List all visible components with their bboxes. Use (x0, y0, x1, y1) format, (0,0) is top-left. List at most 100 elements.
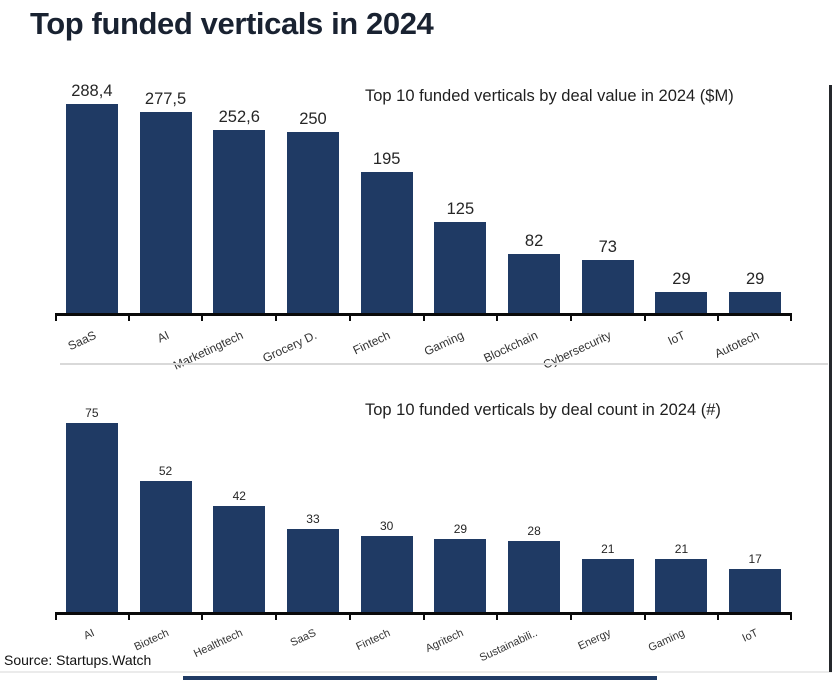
bar-value-label: 277,5 (144, 90, 187, 108)
bar (581, 559, 634, 612)
bar (360, 536, 413, 612)
category-label: Healthtech (191, 627, 245, 661)
vertical-scrollbar[interactable] (829, 85, 832, 672)
category-label: Fintech (350, 328, 393, 358)
bar-value-label: 21 (601, 542, 615, 556)
axis-tick (422, 316, 425, 321)
chart1-category-labels: SaaS AI Marketingtech Grocery D. Fintech Gami… (55, 323, 792, 375)
bar-slot: 29 (424, 522, 498, 612)
bar-slot: 29 (645, 270, 719, 313)
bar (139, 112, 192, 313)
axis-tick (201, 316, 204, 321)
deal-value-chart: 288,4 277,5 252,6 250 195 125 82 73 29 29 SaaS AI M… (55, 75, 792, 375)
bar (213, 130, 266, 313)
bar (508, 254, 561, 313)
bar-value-label: 21 (674, 542, 689, 556)
bar (508, 541, 561, 612)
axis-tick (790, 615, 792, 620)
axis-tick (569, 316, 572, 321)
chart2-x-axis (55, 612, 792, 622)
bar-value-label: 52 (158, 464, 173, 478)
bar-value-label: 29 (746, 270, 765, 288)
category-label: Marketingtech (170, 328, 246, 373)
bar-value-label: 73 (598, 238, 617, 256)
chart1-x-axis (55, 313, 792, 323)
bar-value-label: 250 (299, 110, 327, 128)
bar-value-label: 17 (748, 552, 762, 566)
bar (729, 569, 782, 612)
axis-tick (275, 316, 278, 321)
bar-slot: 42 (202, 489, 276, 612)
bar-slot: 250 (276, 110, 350, 313)
bar-slot: 288,4 (55, 82, 129, 313)
category-label: IoT (740, 627, 761, 645)
bar-slot: 195 (350, 150, 424, 313)
bar-slot: 21 (645, 542, 719, 612)
chart2-category-labels: AI Biotech Healthtech SaaS Fintech Agritech Su… (55, 622, 792, 674)
bar (65, 423, 118, 612)
bar-slot: 73 (571, 238, 645, 313)
bar (729, 292, 782, 313)
chart1-title: Top 10 funded verticals by deal value in… (365, 87, 734, 105)
bar-slot: 21 (571, 542, 645, 612)
bar-value-label: 29 (453, 522, 468, 536)
bar (65, 104, 118, 313)
axis-tick (717, 316, 720, 321)
category-label: AI (155, 328, 172, 346)
category-label: Agritech (423, 627, 466, 655)
category-label: Cybersecurity (541, 328, 614, 372)
bottom-divider (0, 671, 832, 673)
category-label: SaaS (288, 627, 319, 650)
bar (581, 260, 634, 313)
chart2-title: Top 10 funded verticals by deal count in… (365, 401, 721, 419)
bar-value-label: 195 (372, 150, 401, 168)
bar-value-label: 288,4 (71, 82, 113, 100)
bar-slot: 252,6 (202, 108, 276, 313)
bar-value-label: 82 (524, 232, 544, 250)
axis-tick (201, 615, 204, 620)
category-label: Autotech (712, 328, 762, 361)
bar-slot: 28 (497, 524, 571, 612)
bar-value-label: 28 (527, 524, 541, 538)
category-label: Energy (576, 627, 613, 653)
category-label: Fintech (353, 627, 392, 654)
bar-slot: 30 (350, 519, 424, 612)
bar (655, 559, 708, 612)
source-label: Source: Startups.Watch (4, 652, 152, 668)
axis-tick (348, 316, 351, 321)
bar (434, 539, 487, 612)
bar (434, 222, 487, 313)
bar (139, 481, 192, 612)
bar (213, 506, 266, 612)
category-label: Gaming (422, 328, 467, 359)
axis-tick (569, 615, 572, 620)
bar-value-label: 75 (85, 406, 99, 420)
axis-tick (496, 615, 499, 620)
category-label: IoT (665, 328, 688, 349)
axis-tick (127, 615, 130, 620)
axis-tick (275, 615, 278, 620)
bar-slot: 33 (276, 512, 350, 612)
axis-tick (422, 615, 425, 620)
bar (360, 172, 413, 313)
bar (286, 529, 339, 612)
bar-slot: 29 (718, 270, 792, 313)
axis-tick (717, 615, 720, 620)
page-title: Top funded verticals in 2024 (30, 6, 434, 41)
axis-tick (127, 316, 130, 321)
axis-tick (790, 316, 792, 321)
bar-value-label: 30 (379, 519, 394, 533)
axis-tick (643, 615, 646, 620)
horizontal-scrollbar-thumb[interactable] (183, 676, 657, 680)
bar-slot: 125 (424, 200, 498, 313)
bar-value-label: 33 (306, 512, 320, 526)
bar-slot: 52 (129, 464, 203, 612)
category-label: Sustainabili.. (477, 627, 540, 665)
category-label: Gaming (646, 627, 687, 655)
category-label: Blockchain (481, 328, 540, 366)
bar-value-label: 125 (446, 200, 475, 218)
axis-tick (496, 316, 499, 321)
bar (655, 292, 708, 313)
category-label: AI (82, 627, 97, 643)
deal-count-chart: 75 52 42 33 30 29 28 21 21 17 AI Biotech Healthtech… (55, 406, 792, 674)
